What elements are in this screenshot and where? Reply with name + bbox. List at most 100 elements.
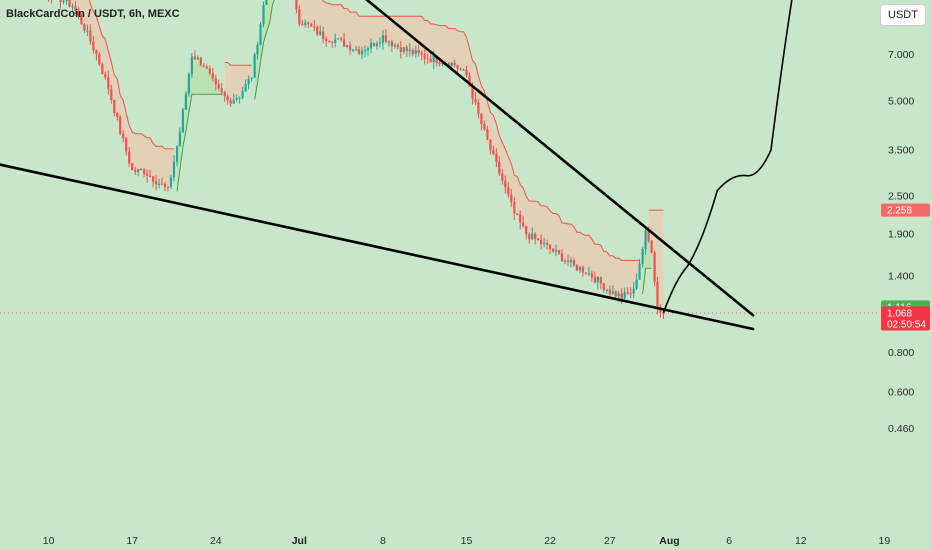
candle (86, 24, 89, 36)
candle-body (184, 93, 187, 110)
candle (357, 46, 361, 55)
candle (522, 216, 525, 228)
candle-body (507, 187, 510, 195)
candle (193, 50, 196, 60)
candle (259, 22, 262, 45)
candle-body (375, 43, 378, 46)
candle-body (229, 100, 232, 104)
candle-body (510, 194, 513, 202)
currency-button[interactable]: USDT (880, 4, 926, 26)
candle (352, 48, 355, 52)
candle (229, 97, 232, 107)
x-tick-label: Jul (292, 535, 307, 547)
candle-body (205, 66, 208, 69)
candle (316, 25, 319, 36)
candle-body (441, 63, 444, 65)
candle-body (477, 102, 480, 114)
candle-body (143, 169, 146, 175)
candle-body (471, 86, 474, 99)
candle (310, 22, 313, 27)
candle (253, 52, 256, 78)
x-tick-label: 6 (726, 535, 732, 547)
candle (95, 49, 98, 61)
candle (304, 19, 307, 28)
candle-body (337, 38, 340, 40)
candle (250, 77, 253, 82)
candle-body (116, 113, 119, 118)
candle (262, 1, 265, 28)
candle (363, 45, 367, 58)
upper-band-tag-bg (881, 203, 930, 217)
candle-body (468, 75, 471, 87)
upper-band-line (224, 62, 252, 66)
x-tick-label: 10 (43, 535, 55, 547)
candle (172, 155, 176, 182)
candle-body (608, 289, 611, 294)
candle-body (465, 69, 468, 76)
candle-body (575, 265, 578, 271)
candle (238, 96, 241, 104)
candle-body (560, 253, 564, 262)
lower-band-line (176, 93, 222, 192)
candle-body (241, 91, 244, 98)
candle (423, 49, 426, 65)
candle-body (498, 162, 501, 174)
candle (149, 169, 152, 178)
candle (65, 0, 68, 5)
candle-body (593, 277, 596, 283)
candle-body (528, 234, 531, 240)
candle-body (163, 184, 167, 187)
candle-body (65, 0, 68, 1)
chart-title: BlackCardCoin / USDT, 6h, MEXC (6, 8, 180, 20)
bear-cloud (296, 0, 640, 299)
candle-body (531, 233, 534, 240)
candle-body (343, 39, 346, 47)
candle (408, 43, 411, 57)
candle-body (369, 42, 373, 49)
lower-band-line (254, 0, 275, 100)
candle (531, 227, 534, 240)
candle-body (414, 50, 417, 54)
candle-body (80, 15, 83, 25)
candle-body (304, 22, 307, 25)
candle-body (59, 0, 62, 3)
candle-body (119, 117, 122, 134)
candle (504, 175, 507, 194)
candle (346, 45, 349, 49)
candle (384, 29, 387, 44)
candle (331, 41, 334, 49)
candle-body (504, 180, 507, 188)
candle (92, 35, 95, 54)
y-tick-label: 0.460 (888, 423, 914, 435)
candle-body (322, 31, 325, 39)
candle (599, 276, 602, 290)
candle (519, 210, 522, 230)
candle (477, 98, 480, 119)
candle-body (569, 260, 573, 263)
candle-body (522, 222, 525, 227)
candle (590, 270, 593, 282)
candle-body (328, 41, 331, 42)
candle-body (265, 0, 268, 5)
candle-body (519, 214, 522, 223)
candle (390, 39, 393, 52)
x-tick-label: 17 (126, 535, 138, 547)
bull-cloud (254, 0, 275, 100)
candle (501, 169, 504, 185)
candle-body (134, 170, 137, 172)
candle-body (169, 177, 173, 187)
candle (265, 0, 268, 5)
candle-body (256, 44, 259, 55)
candle (456, 64, 459, 74)
candle (295, 0, 298, 14)
candle-body (378, 42, 381, 44)
upper-band-tag: 2.258 (881, 203, 930, 217)
candle (307, 21, 310, 28)
candle (552, 248, 555, 253)
candle (232, 93, 235, 105)
candle-body (360, 50, 364, 55)
candle-body (486, 129, 489, 140)
candle (372, 42, 376, 47)
